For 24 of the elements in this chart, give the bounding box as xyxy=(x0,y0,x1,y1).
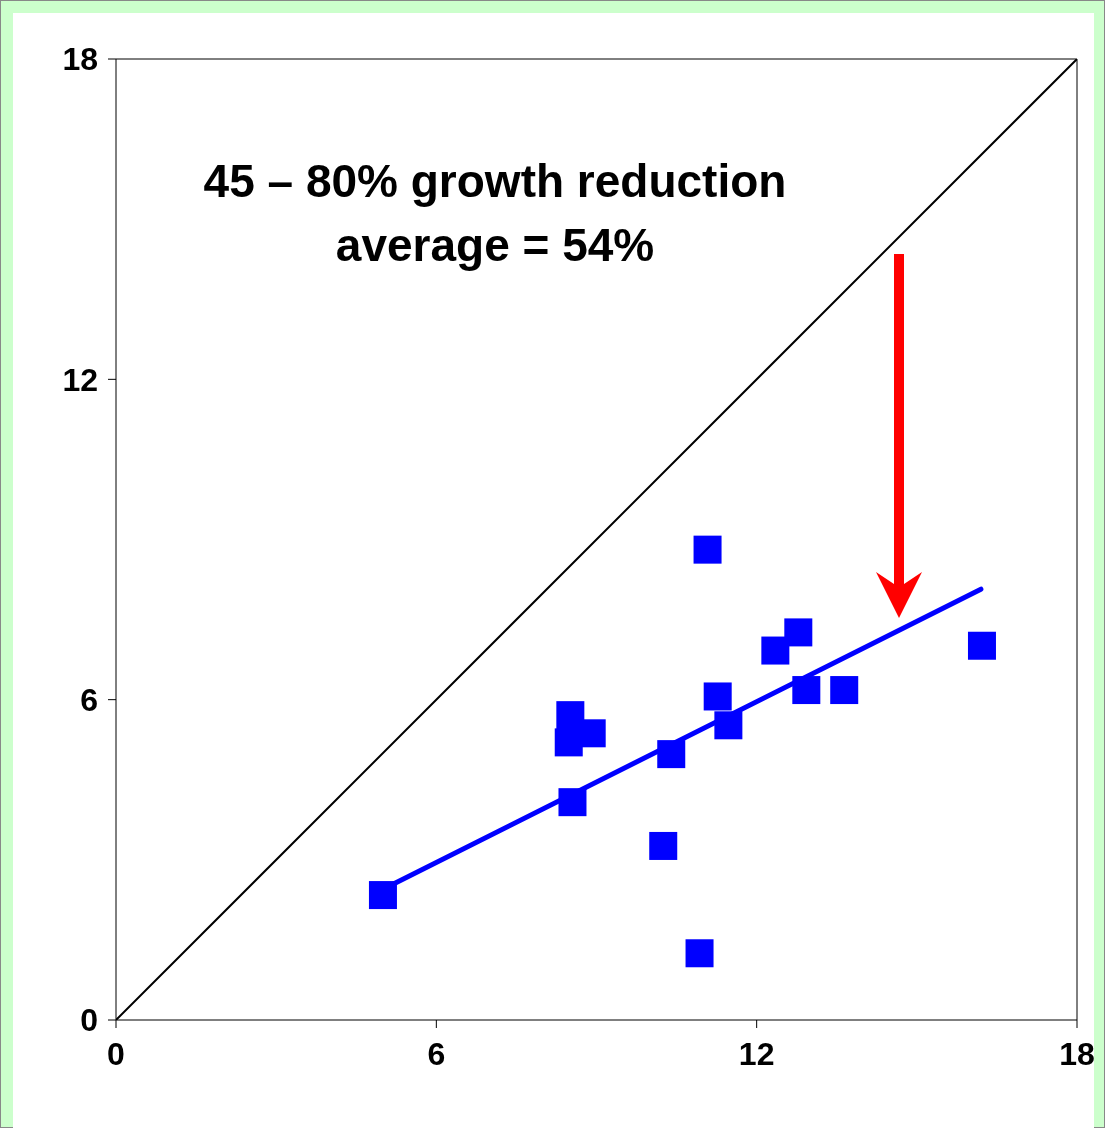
annotation: 45 – 80% growth reduction xyxy=(202,154,788,209)
y-tick-label: 12 xyxy=(62,361,98,398)
point xyxy=(792,676,821,705)
point xyxy=(368,881,397,910)
point xyxy=(830,676,859,705)
x-tick-label: 18 xyxy=(1059,1035,1095,1072)
point xyxy=(784,618,813,647)
point xyxy=(693,535,722,564)
point xyxy=(685,939,714,968)
point xyxy=(558,788,587,817)
annotation: average = 54% xyxy=(334,218,656,273)
point xyxy=(649,831,678,860)
point xyxy=(967,631,996,660)
point xyxy=(703,682,732,711)
point xyxy=(657,740,686,769)
y-tick-label: 18 xyxy=(62,41,98,78)
y-tick-label: 6 xyxy=(80,682,98,719)
point xyxy=(714,711,743,740)
x-tick-label: 6 xyxy=(427,1035,446,1072)
point xyxy=(556,701,585,730)
y-tick-label: 0 xyxy=(80,1002,98,1039)
x-tick-label: 12 xyxy=(738,1035,775,1072)
point xyxy=(761,636,790,665)
x-tick-label: 0 xyxy=(107,1035,125,1072)
